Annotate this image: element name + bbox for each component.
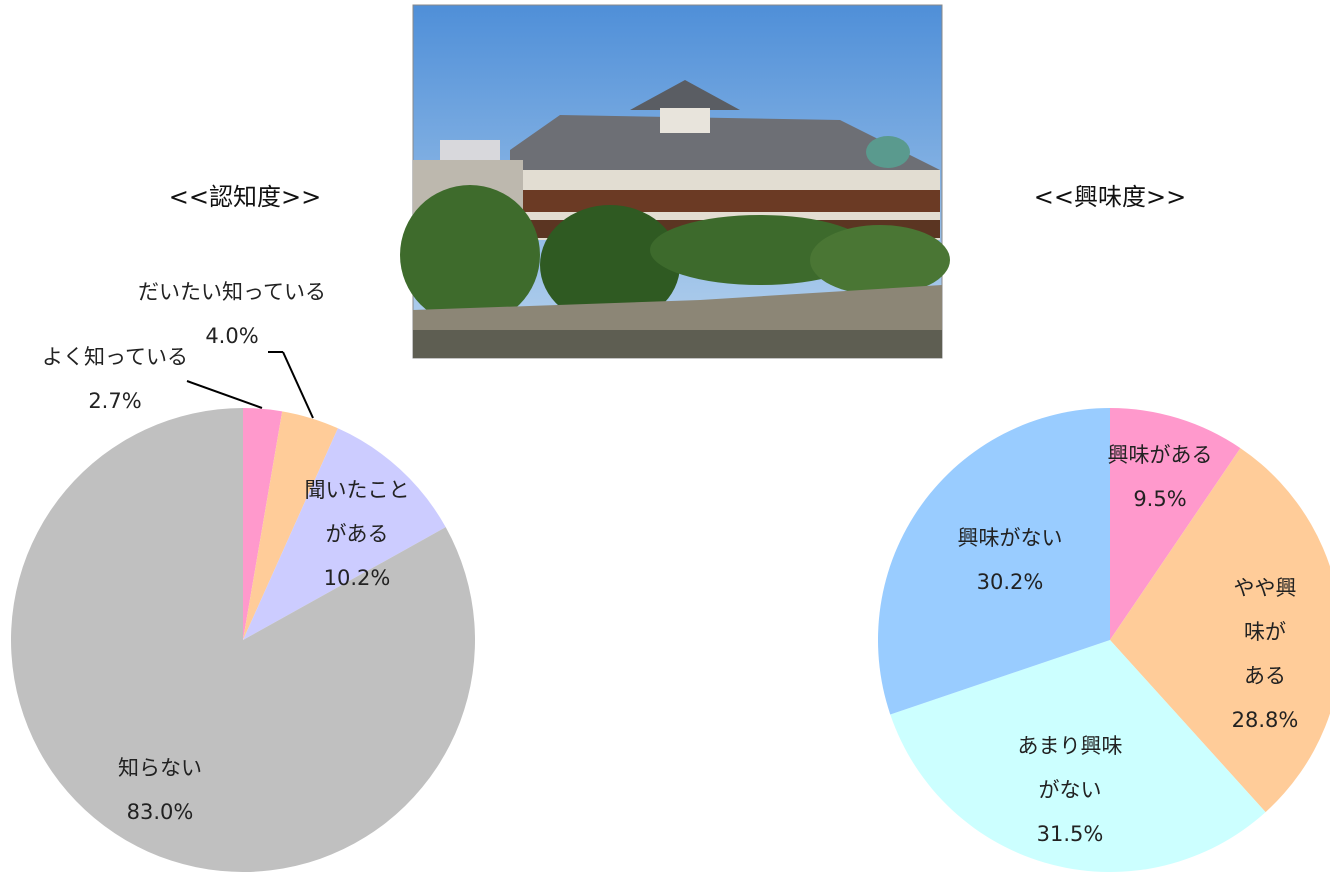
slice-label: 興味がある 9.5% bbox=[1108, 433, 1213, 521]
value-label: 9.5% bbox=[1133, 487, 1187, 511]
pie-slice bbox=[890, 640, 1266, 872]
slice-label: やや興味が ある 28.8% bbox=[1232, 566, 1299, 742]
category-label: 興味がない bbox=[957, 526, 1063, 550]
chart-title: <<興味度>> bbox=[1033, 183, 1187, 211]
leader-line bbox=[186, 380, 263, 409]
chart-title: <<認知度>> bbox=[168, 183, 322, 211]
photo bbox=[400, 4, 950, 359]
category-label: 知らない bbox=[118, 756, 202, 780]
slice-label: 聞いたこと がある 10.2% bbox=[305, 468, 410, 600]
slice-label: あまり興味 がない 31.5% bbox=[1018, 724, 1123, 856]
value-label: 10.2% bbox=[323, 566, 391, 590]
pie-slice bbox=[243, 428, 446, 640]
value-label: 31.5% bbox=[1036, 822, 1104, 846]
slice-label: よく知っている 2.7% bbox=[42, 335, 188, 423]
leader-line bbox=[282, 351, 314, 419]
value-label: 2.7% bbox=[88, 389, 142, 413]
pie-slice bbox=[243, 408, 283, 640]
value-label: 4.0% bbox=[205, 324, 259, 348]
pie-slice bbox=[243, 411, 338, 640]
value-label: 30.2% bbox=[976, 570, 1044, 594]
value-label: 83.0% bbox=[126, 800, 194, 824]
slice-label: 知らない 83.0% bbox=[118, 746, 202, 834]
category-label: 興味がある bbox=[1107, 443, 1213, 467]
value-label: 28.8% bbox=[1231, 708, 1299, 732]
category-label: よく知っている bbox=[42, 345, 188, 369]
category-label: やや興味が ある bbox=[1233, 576, 1297, 688]
category-label: だいたい知っている bbox=[138, 280, 326, 304]
category-label: あまり興味 がない bbox=[1017, 734, 1123, 802]
slice-label: 興味がない 30.2% bbox=[958, 516, 1063, 604]
pie-slice bbox=[1110, 448, 1330, 813]
pie-slice bbox=[11, 408, 475, 872]
pie-slice bbox=[877, 408, 1110, 715]
pie-slice bbox=[1110, 408, 1241, 640]
category-label: 聞いたこと がある bbox=[304, 478, 410, 546]
slice-label: だいたい知っている 4.0% bbox=[138, 270, 326, 358]
